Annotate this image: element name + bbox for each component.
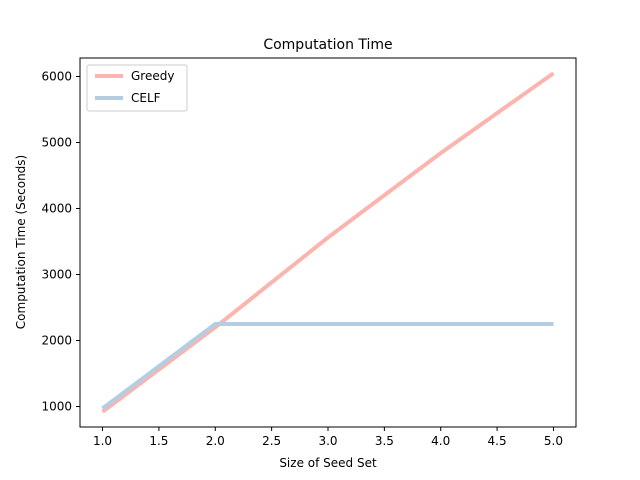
y-tick-label: 6000 <box>41 69 72 83</box>
legend-label-celf: CELF <box>131 91 161 105</box>
y-tick-label: 1000 <box>41 400 72 414</box>
x-tick-label: 3.0 <box>318 434 337 448</box>
y-axis-label: Computation Time (Seconds) <box>14 155 28 329</box>
plot-area: 1.0 1.5 2.0 2.5 3.0 3.5 4.0 4.5 5.0 1000 2000 3000 4… <box>41 57 577 448</box>
x-tick-label: 4.0 <box>431 434 450 448</box>
x-tick-label: 4.5 <box>488 434 507 448</box>
x-axis-label: Size of Seed Set <box>279 456 377 470</box>
y-tick-label: 2000 <box>41 334 72 348</box>
y-tick-label: 3000 <box>41 268 72 282</box>
x-tick-label: 1.5 <box>149 434 168 448</box>
x-tick-label: 2.5 <box>262 434 281 448</box>
x-tick-label: 3.5 <box>375 434 394 448</box>
series-line-celf <box>101 322 554 411</box>
y-tick-label: 4000 <box>41 202 72 216</box>
x-tick-label: 5.0 <box>544 434 563 448</box>
legend-label-greedy: Greedy <box>131 69 174 83</box>
series-line-greedy <box>101 71 555 414</box>
x-tick-label: 2.0 <box>206 434 225 448</box>
y-tick-label: 5000 <box>41 135 72 149</box>
x-tick-label: 1.0 <box>93 434 112 448</box>
chart-title: Computation Time <box>263 37 392 53</box>
